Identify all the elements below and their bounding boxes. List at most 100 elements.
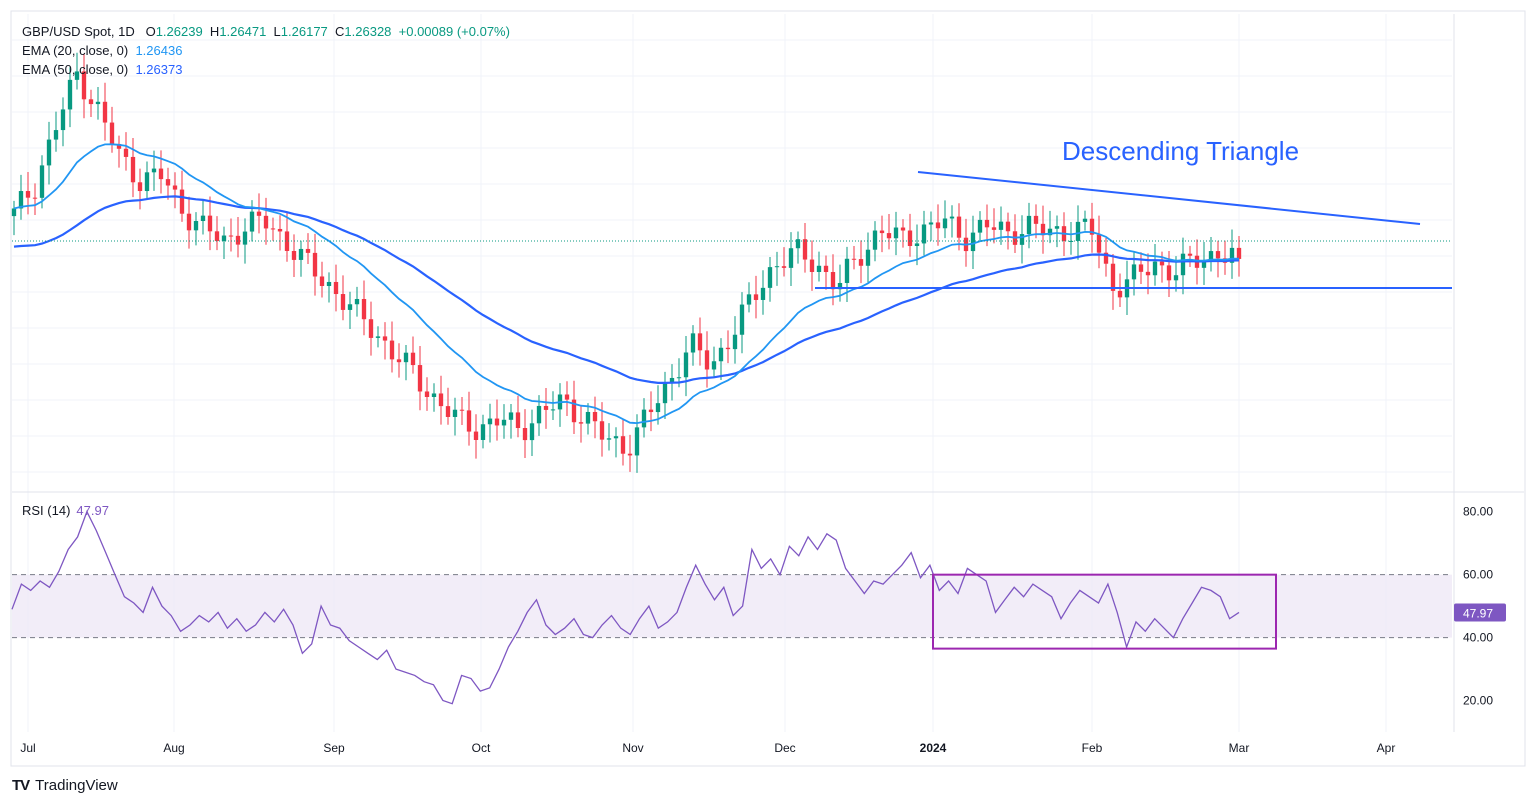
- open-label: O: [145, 24, 156, 39]
- candle-body: [753, 294, 759, 300]
- candle-body: [711, 361, 717, 370]
- rsi-range-box: [932, 573, 1277, 650]
- candle-body: [18, 191, 24, 209]
- rsi-value-badge: [1454, 603, 1506, 622]
- candle-body: [193, 221, 199, 231]
- candle-body: [592, 411, 598, 422]
- candle-body: [767, 267, 773, 288]
- candle-body: [606, 438, 612, 440]
- candle-body: [1208, 251, 1214, 262]
- candle-body: [172, 185, 178, 190]
- triangle-upper-line: [917, 171, 1421, 225]
- candle-body: [494, 418, 500, 426]
- candle-body: [431, 393, 437, 398]
- candle-body: [627, 453, 633, 456]
- rsi-badge-text: 47.97: [1463, 607, 1493, 621]
- candle-body: [746, 294, 752, 305]
- candle-body: [564, 394, 570, 400]
- candle-body: [858, 259, 864, 266]
- candle-body: [109, 122, 115, 144]
- candle-body: [599, 421, 605, 440]
- candle-body: [613, 436, 619, 439]
- time-axis-label: Oct: [472, 741, 491, 755]
- candle-body: [536, 405, 542, 424]
- candle-body: [1145, 271, 1151, 276]
- rsi-value: 47.97: [76, 503, 109, 518]
- candle-body: [942, 218, 948, 229]
- rsi-legend[interactable]: RSI (14) 47.97: [22, 503, 109, 518]
- candle-body: [53, 130, 59, 140]
- candle-body: [879, 230, 885, 234]
- candle-body: [67, 79, 73, 110]
- tradingview-logo-icon: TV: [12, 777, 30, 794]
- candle-body: [473, 431, 479, 440]
- candle-body: [774, 266, 780, 268]
- candle-body: [480, 424, 486, 440]
- candle-body: [900, 227, 906, 231]
- candle-body: [312, 252, 318, 277]
- candle-body: [410, 352, 416, 366]
- candle-body: [186, 213, 192, 231]
- candle-body: [550, 409, 556, 411]
- candle-body: [361, 298, 367, 320]
- candle-body: [81, 71, 87, 100]
- candle-body: [424, 391, 430, 398]
- candle-body: [676, 377, 682, 379]
- time-axis-label: Dec: [774, 741, 795, 755]
- candle-body: [795, 239, 801, 249]
- candle-body: [977, 219, 983, 233]
- ema20-label: EMA (20, close, 0): [22, 43, 129, 58]
- candle-body: [991, 227, 997, 230]
- candle-body: [1117, 290, 1123, 298]
- candle-body: [1110, 263, 1116, 291]
- candle-body: [683, 352, 689, 378]
- candle-body: [893, 227, 899, 239]
- candle-body: [1229, 247, 1235, 263]
- candle-body: [970, 232, 976, 252]
- candle-body: [1201, 261, 1207, 268]
- candle-body: [221, 235, 227, 242]
- time-axis-label: Feb: [1082, 741, 1103, 755]
- candle-body: [704, 350, 710, 370]
- candle-body: [732, 334, 738, 350]
- candle-body: [1173, 275, 1179, 281]
- candle-body: [1236, 247, 1242, 259]
- candle-body: [1138, 264, 1144, 272]
- candle-body: [25, 191, 31, 198]
- candle-body: [529, 423, 535, 441]
- high-value: 1.26471: [219, 24, 267, 39]
- candle-body: [844, 258, 850, 283]
- candle-body: [445, 406, 451, 417]
- time-axis-label: Aug: [163, 741, 184, 755]
- candle-body: [242, 231, 248, 245]
- candle-body: [151, 168, 157, 173]
- candle-body: [1166, 265, 1172, 281]
- tradingview-brand[interactable]: TV TradingView: [12, 777, 118, 794]
- candle-body: [830, 272, 836, 290]
- candle-body: [137, 182, 143, 192]
- candle-body: [74, 71, 80, 80]
- candle-body: [809, 259, 815, 272]
- candle-body: [1131, 264, 1137, 280]
- candle-body: [452, 409, 458, 417]
- candle-body: [508, 412, 514, 420]
- candle-body: [788, 248, 794, 268]
- candle-body: [1187, 253, 1193, 256]
- symbol-title: GBP/USD Spot, 1D: [22, 24, 135, 39]
- time-axis-label: Jul: [20, 741, 35, 755]
- candle-body: [228, 235, 234, 237]
- rsi-label: RSI (14): [22, 503, 71, 518]
- candle-body: [837, 282, 843, 290]
- candle-body: [284, 231, 290, 251]
- candle-body: [354, 298, 360, 305]
- candle-body: [144, 172, 150, 192]
- candle-body: [214, 231, 220, 242]
- ema20-row[interactable]: EMA (20, close, 0) 1.26436: [22, 41, 510, 60]
- candle-body: [928, 222, 934, 225]
- candle-body: [641, 409, 647, 428]
- candle-body: [571, 399, 577, 423]
- ema50-row[interactable]: EMA (50, close, 0) 1.26373: [22, 60, 510, 79]
- candle-body: [998, 221, 1004, 230]
- candle-body: [1082, 218, 1088, 222]
